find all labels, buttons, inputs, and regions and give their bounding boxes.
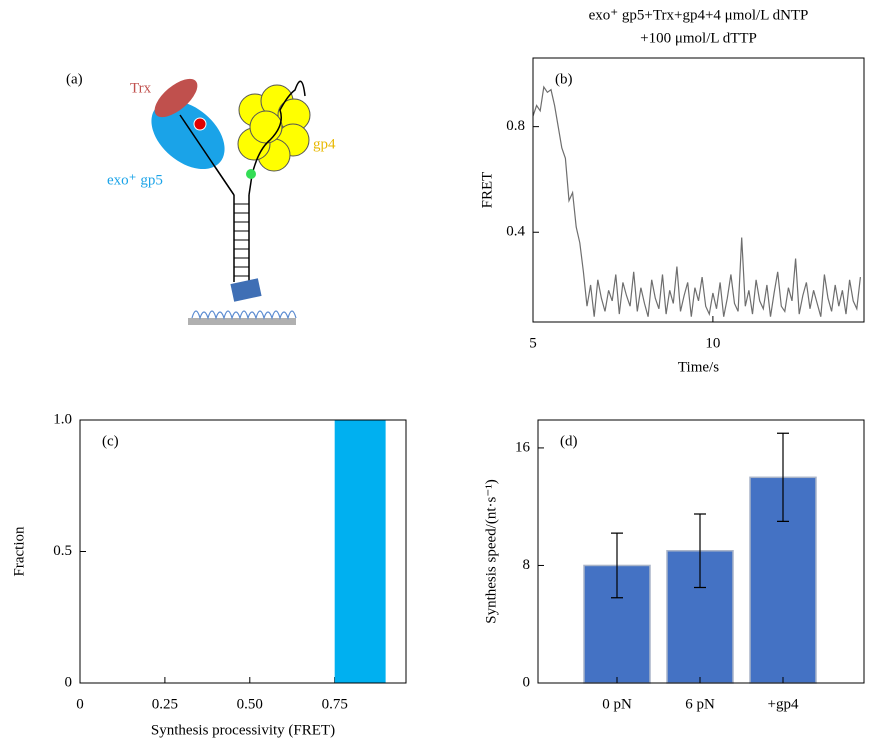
gp4-shape: [237, 84, 311, 172]
error-bar: [777, 432, 789, 522]
x-tick-label: 0 pN: [602, 696, 632, 712]
y-tick-label: 0: [523, 674, 531, 690]
plot-frame: [532, 57, 865, 323]
dna-strand: [251, 80, 306, 176]
surface-polymer: [191, 310, 297, 321]
dye: [193, 117, 207, 131]
y-tick-label: 16: [515, 439, 531, 455]
y-tick-label: 1.0: [53, 411, 72, 427]
y-axis-label: Fraction: [11, 526, 27, 576]
x-tick-label: +gp4: [768, 696, 799, 712]
error-bar: [694, 513, 706, 589]
panel-label: (c): [102, 433, 119, 449]
diagram: (a) Trx exo⁺ gp5 gp4: [66, 71, 336, 325]
x-axis-label: Time/s: [678, 359, 719, 375]
y-tick-label: 0.8: [506, 118, 525, 134]
panel-label: (a): [66, 71, 83, 87]
y-tick-label: 0.4: [506, 224, 525, 240]
x-tick-label: 0: [76, 696, 84, 712]
histogram-bar: [334, 420, 386, 683]
chart-title: exo⁺ gp5+Trx+gp4+4 μmol/L dNTP: [589, 7, 809, 23]
plot-frame: [79, 419, 407, 684]
y-axis-label: FRET: [479, 172, 495, 209]
dna-strand: [179, 114, 235, 196]
x-axis-label: Synthesis processivity (FRET): [151, 722, 335, 738]
y-axis-label: Synthesis speed/(nt·s⁻¹): [483, 479, 499, 624]
data-line: [532, 85, 861, 317]
x-tick-label: 5: [529, 335, 537, 351]
plot-frame: [537, 419, 865, 684]
gp5-shape: [151, 100, 225, 170]
x-tick-label: 0.25: [152, 696, 178, 712]
y-tick-label: 0.5: [53, 543, 72, 559]
panel-label: (b): [555, 71, 573, 87]
x-tick-label: 0.75: [322, 696, 348, 712]
x-tick-label: 0.50: [237, 696, 263, 712]
surface: [188, 318, 296, 325]
anchor: [230, 278, 262, 302]
y-tick-label: 0: [65, 674, 73, 690]
trx-shape: [154, 78, 198, 118]
x-tick-label: 10: [705, 335, 720, 351]
protein-label: exo⁺ gp5: [107, 172, 163, 188]
error-bar: [611, 532, 623, 599]
panel-label: (d): [560, 433, 578, 449]
chart-title: +100 μmol/L dTTP: [640, 30, 757, 46]
dye: [246, 169, 256, 179]
x-tick-label: 6 pN: [685, 696, 715, 712]
dna-rungs: [234, 203, 249, 277]
y-tick-label: 8: [523, 557, 531, 573]
protein-label: Trx: [130, 80, 152, 96]
protein-label: gp4: [313, 136, 336, 152]
